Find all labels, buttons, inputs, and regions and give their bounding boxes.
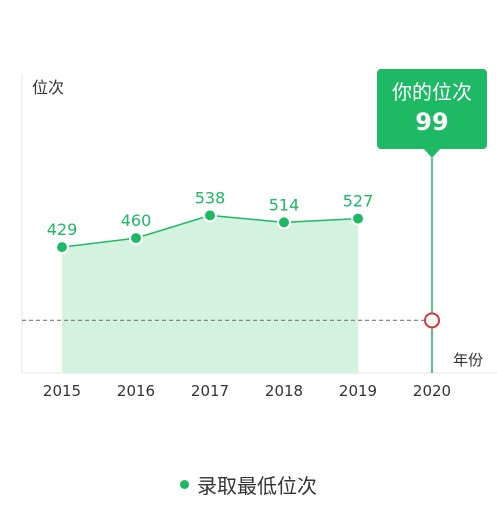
y-axis-label: 位次 <box>32 78 64 97</box>
legend-dot-icon <box>180 479 189 489</box>
data-label: 514 <box>269 195 300 214</box>
x-tick-label: 2015 <box>43 382 81 400</box>
data-point <box>129 231 143 246</box>
x-tick-label: 2020 <box>413 382 451 400</box>
x-tick-label: 2017 <box>191 382 229 400</box>
data-point <box>203 208 217 223</box>
legend[interactable]: 录取最低位次 <box>0 468 497 500</box>
callout-pointer <box>424 149 440 158</box>
data-point <box>351 211 365 226</box>
legend-label: 录取最低位次 <box>197 473 317 498</box>
x-tick-labels: 2015 2016 2017 2018 2019 2020 <box>43 382 451 400</box>
x-tick-label: 2018 <box>265 382 303 400</box>
data-label: 527 <box>343 192 374 211</box>
callout-box <box>377 69 487 149</box>
x-tick-label: 2016 <box>117 382 155 400</box>
data-label: 460 <box>121 211 152 230</box>
data-label: 429 <box>47 220 78 239</box>
data-label: 538 <box>195 188 226 207</box>
series-points <box>55 208 365 255</box>
callout-title: 你的位次 <box>392 80 472 104</box>
data-point <box>277 215 291 230</box>
callout-value: 99 <box>415 108 448 136</box>
your-rank-marker[interactable] <box>424 312 440 329</box>
data-point <box>55 240 69 255</box>
x-axis-label: 年份 <box>453 351 483 369</box>
your-rank-callout: 你的位次 99 <box>377 69 487 158</box>
series-area <box>62 215 358 373</box>
x-tick-label: 2019 <box>339 382 377 400</box>
data-labels: 429 460 538 514 527 <box>47 188 374 239</box>
